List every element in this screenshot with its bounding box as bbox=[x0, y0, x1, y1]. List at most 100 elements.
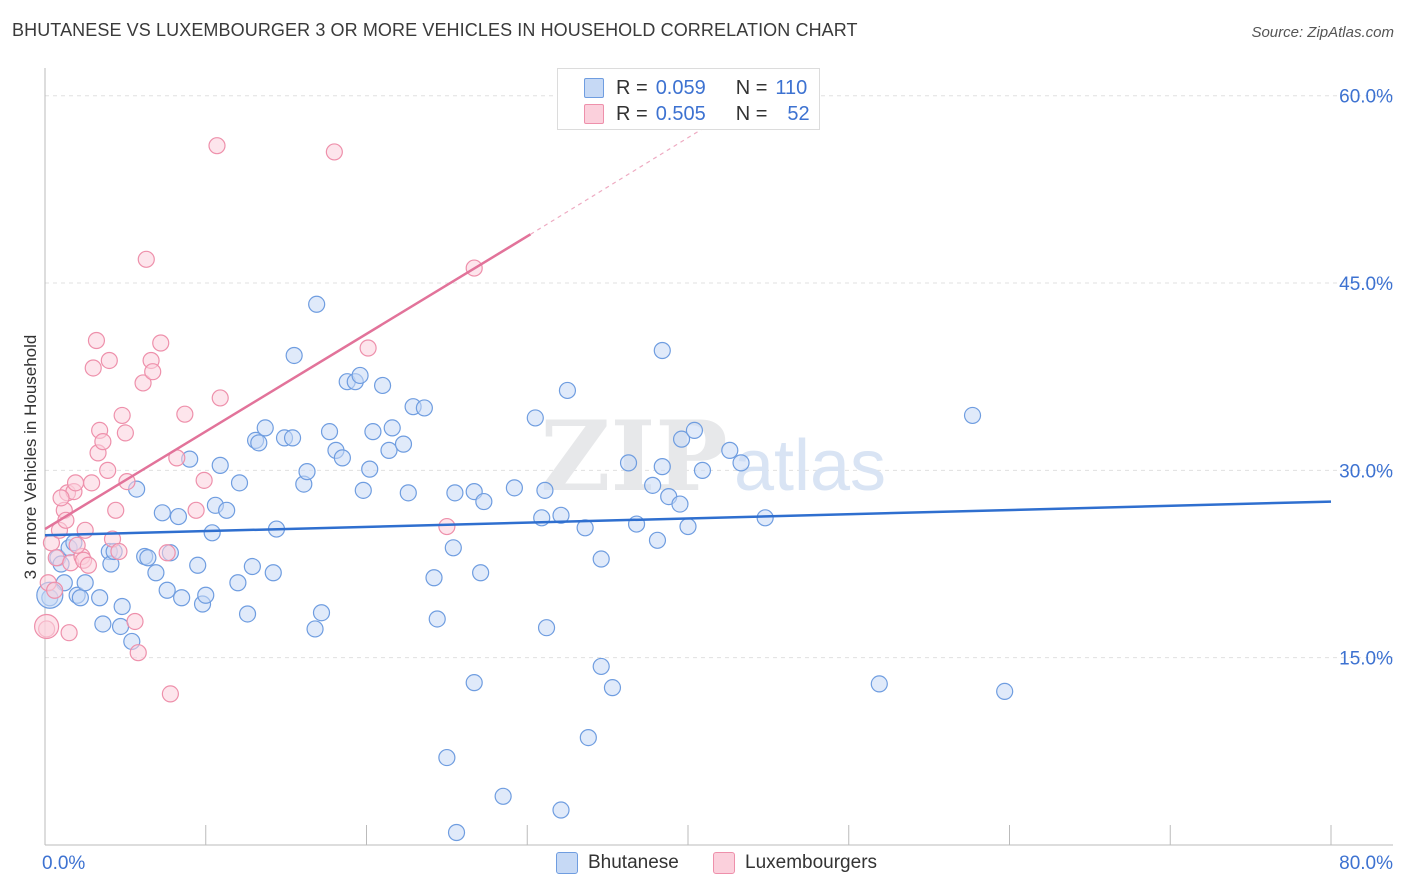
luxembourgers-point bbox=[60, 624, 78, 642]
luxembourgers-point bbox=[359, 339, 377, 357]
bhutanese-point bbox=[428, 610, 446, 628]
bhutanese-point bbox=[380, 441, 398, 459]
luxembourgers-point bbox=[87, 331, 106, 350]
bhutanese-point bbox=[197, 586, 215, 604]
legend-item-luxembourgers[interactable]: Luxembourgers bbox=[713, 852, 877, 874]
bhutanese-point bbox=[592, 550, 610, 568]
bhutanese-point bbox=[91, 589, 109, 607]
bhutanese-point bbox=[505, 479, 523, 497]
bhutanese-point bbox=[472, 564, 490, 582]
bhutanese-point bbox=[653, 458, 671, 476]
bhutanese-point bbox=[444, 539, 462, 557]
legend-n-value: 52 bbox=[787, 102, 810, 125]
chart-title: BHUTANESE VS LUXEMBOURGER 3 OR MORE VEHI… bbox=[12, 20, 858, 40]
bhutanese-point bbox=[552, 506, 570, 524]
legend-item-bhutanese[interactable]: Bhutanese bbox=[556, 852, 679, 874]
luxembourgers-point bbox=[107, 501, 125, 519]
legend-r-value: 0.059 bbox=[655, 76, 706, 99]
bhutanese-point bbox=[447, 823, 466, 842]
bhutanese-point bbox=[298, 463, 316, 481]
luxembourgers-point bbox=[68, 536, 86, 554]
bhutanese-point bbox=[671, 495, 689, 513]
luxembourgers-points bbox=[34, 137, 483, 703]
bhutanese-point bbox=[425, 569, 443, 587]
bhutanese-point bbox=[153, 504, 171, 522]
bhutanese-point bbox=[579, 729, 597, 747]
watermark-atlas: atlas bbox=[734, 426, 886, 506]
luxembourgers-point bbox=[99, 461, 117, 479]
bhutanese-points bbox=[36, 295, 1014, 842]
luxembourgers-point bbox=[176, 405, 194, 423]
luxembourgers-point bbox=[208, 137, 226, 155]
luxembourgers-point bbox=[116, 424, 134, 442]
y-tick-label: 60.0% bbox=[1339, 87, 1393, 108]
bhutanese-point bbox=[603, 679, 622, 697]
luxembourgers-point bbox=[83, 474, 101, 492]
bhutanese-point bbox=[173, 589, 191, 607]
axis-tick-labels: 15.0% 30.0% 45.0% 60.0% 0.0% 80.0% bbox=[42, 87, 1393, 874]
bhutanese-point bbox=[526, 409, 544, 427]
bhutanese-point bbox=[644, 476, 662, 494]
luxembourgers-point bbox=[110, 542, 128, 561]
bhutanese-point bbox=[113, 597, 131, 616]
bhutanese-point bbox=[312, 604, 331, 622]
bhutanese-point bbox=[308, 295, 326, 313]
swatch-bhutanese bbox=[556, 852, 578, 874]
bhutanese-point bbox=[558, 381, 577, 400]
bhutanese-point bbox=[320, 423, 339, 441]
bhutanese-point bbox=[619, 454, 638, 472]
bhutanese-point bbox=[285, 346, 303, 365]
luxembourgers-point bbox=[79, 556, 98, 574]
watermark: ZIP atlas bbox=[540, 400, 886, 513]
bhutanese-point bbox=[218, 501, 236, 519]
bhutanese-point bbox=[383, 419, 401, 437]
bhutanese-point bbox=[394, 435, 413, 453]
bhutanese-point bbox=[756, 509, 774, 527]
y-axis-title: 3 or more Vehicles in Household bbox=[21, 334, 40, 580]
bhutanese-point bbox=[139, 549, 157, 567]
bhutanese-point bbox=[592, 657, 610, 676]
bhutanese-point bbox=[438, 748, 456, 767]
bhutanese-point bbox=[364, 423, 382, 441]
luxembourgers-point bbox=[84, 359, 102, 377]
luxembourgers-point bbox=[113, 406, 131, 425]
bhutanese-point bbox=[230, 474, 249, 492]
bhutanese-point bbox=[679, 517, 697, 536]
bhutanese-point bbox=[147, 564, 165, 582]
bhutanese-point bbox=[446, 484, 464, 502]
bhutanese-point bbox=[653, 341, 671, 360]
luxembourgers-trend-line bbox=[44, 233, 532, 531]
bhutanese-point bbox=[415, 399, 433, 417]
bhutanese-point bbox=[111, 617, 130, 636]
bhutanese-point bbox=[963, 406, 982, 425]
bhutanese-point bbox=[373, 376, 392, 395]
bhutanese-trend-line bbox=[44, 500, 1332, 537]
bhutanese-point bbox=[243, 557, 261, 576]
bhutanese-point bbox=[537, 619, 556, 637]
legend-r-label: R = bbox=[616, 76, 648, 99]
bhutanese-point bbox=[351, 366, 369, 385]
bhutanese-point bbox=[71, 589, 89, 607]
bhutanese-point bbox=[996, 682, 1014, 701]
x-tick-label-max: 80.0% bbox=[1339, 853, 1393, 874]
luxembourgers-point bbox=[187, 501, 205, 519]
axes bbox=[44, 68, 1393, 846]
legend-row-bhutanese: R = 0.059 N = 110 bbox=[584, 75, 807, 101]
luxembourgers-point bbox=[94, 433, 112, 451]
bhutanese-point bbox=[94, 615, 112, 633]
bhutanese-point bbox=[721, 441, 739, 459]
correlation-legend: R = 0.059 N = 110 R = 0.505 N = 52 bbox=[557, 68, 820, 130]
bhutanese-point bbox=[229, 574, 247, 592]
luxembourgers-point bbox=[46, 581, 64, 599]
luxembourgers-point bbox=[152, 334, 170, 352]
luxembourgers-point bbox=[66, 474, 85, 492]
bhutanese-point bbox=[211, 456, 229, 474]
y-tick-label: 15.0% bbox=[1339, 649, 1393, 670]
bhutanese-point bbox=[333, 449, 351, 467]
y-tick-label: 30.0% bbox=[1339, 461, 1393, 482]
luxembourgers-point bbox=[195, 471, 213, 489]
bhutanese-point bbox=[250, 434, 268, 452]
legend-swatch-luxembourgers bbox=[584, 104, 604, 124]
y-tick-label: 45.0% bbox=[1339, 274, 1393, 295]
